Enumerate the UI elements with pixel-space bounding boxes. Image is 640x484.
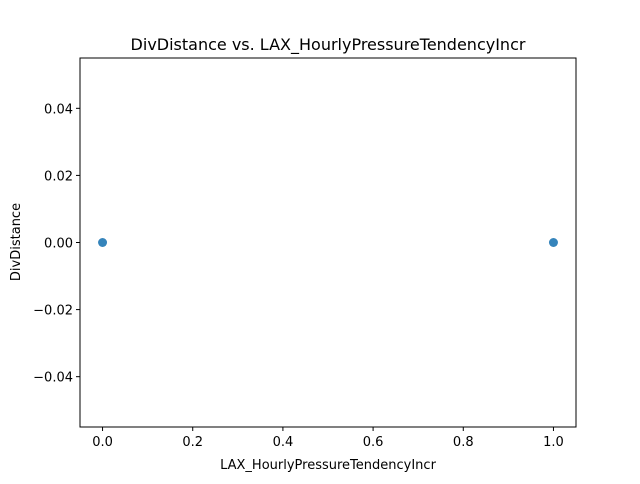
x-tick-label: 0.0 bbox=[92, 435, 113, 450]
scatter-point bbox=[548, 238, 558, 247]
scatter-point bbox=[98, 238, 108, 247]
x-tick-label: 0.2 bbox=[182, 435, 203, 450]
y-tick-label: −0.04 bbox=[33, 371, 73, 386]
x-axis-label: LAX_HourlyPressureTendencyIncr bbox=[220, 458, 436, 473]
y-tick-label: 0.00 bbox=[44, 237, 73, 252]
x-tick-label: 0.4 bbox=[273, 435, 294, 450]
y-axis-label: DivDistance bbox=[9, 203, 24, 281]
x-tick-label: 0.6 bbox=[363, 435, 384, 450]
plot-frame bbox=[79, 57, 577, 428]
y-tick-label: 0.04 bbox=[44, 102, 73, 117]
x-axis: 0.0 0.2 0.4 0.6 0.8 1.0 bbox=[92, 427, 564, 450]
y-tick-label: −0.02 bbox=[33, 304, 73, 319]
y-axis: −0.04 −0.02 0.00 0.02 0.04 bbox=[33, 102, 80, 386]
plot-area bbox=[79, 57, 577, 428]
x-tick-label: 0.8 bbox=[453, 435, 474, 450]
data-points bbox=[98, 238, 558, 247]
chart-title: DivDistance vs. LAX_HourlyPressureTenden… bbox=[131, 35, 526, 55]
x-tick-label: 1.0 bbox=[543, 435, 564, 450]
y-tick-label: 0.02 bbox=[44, 169, 73, 184]
